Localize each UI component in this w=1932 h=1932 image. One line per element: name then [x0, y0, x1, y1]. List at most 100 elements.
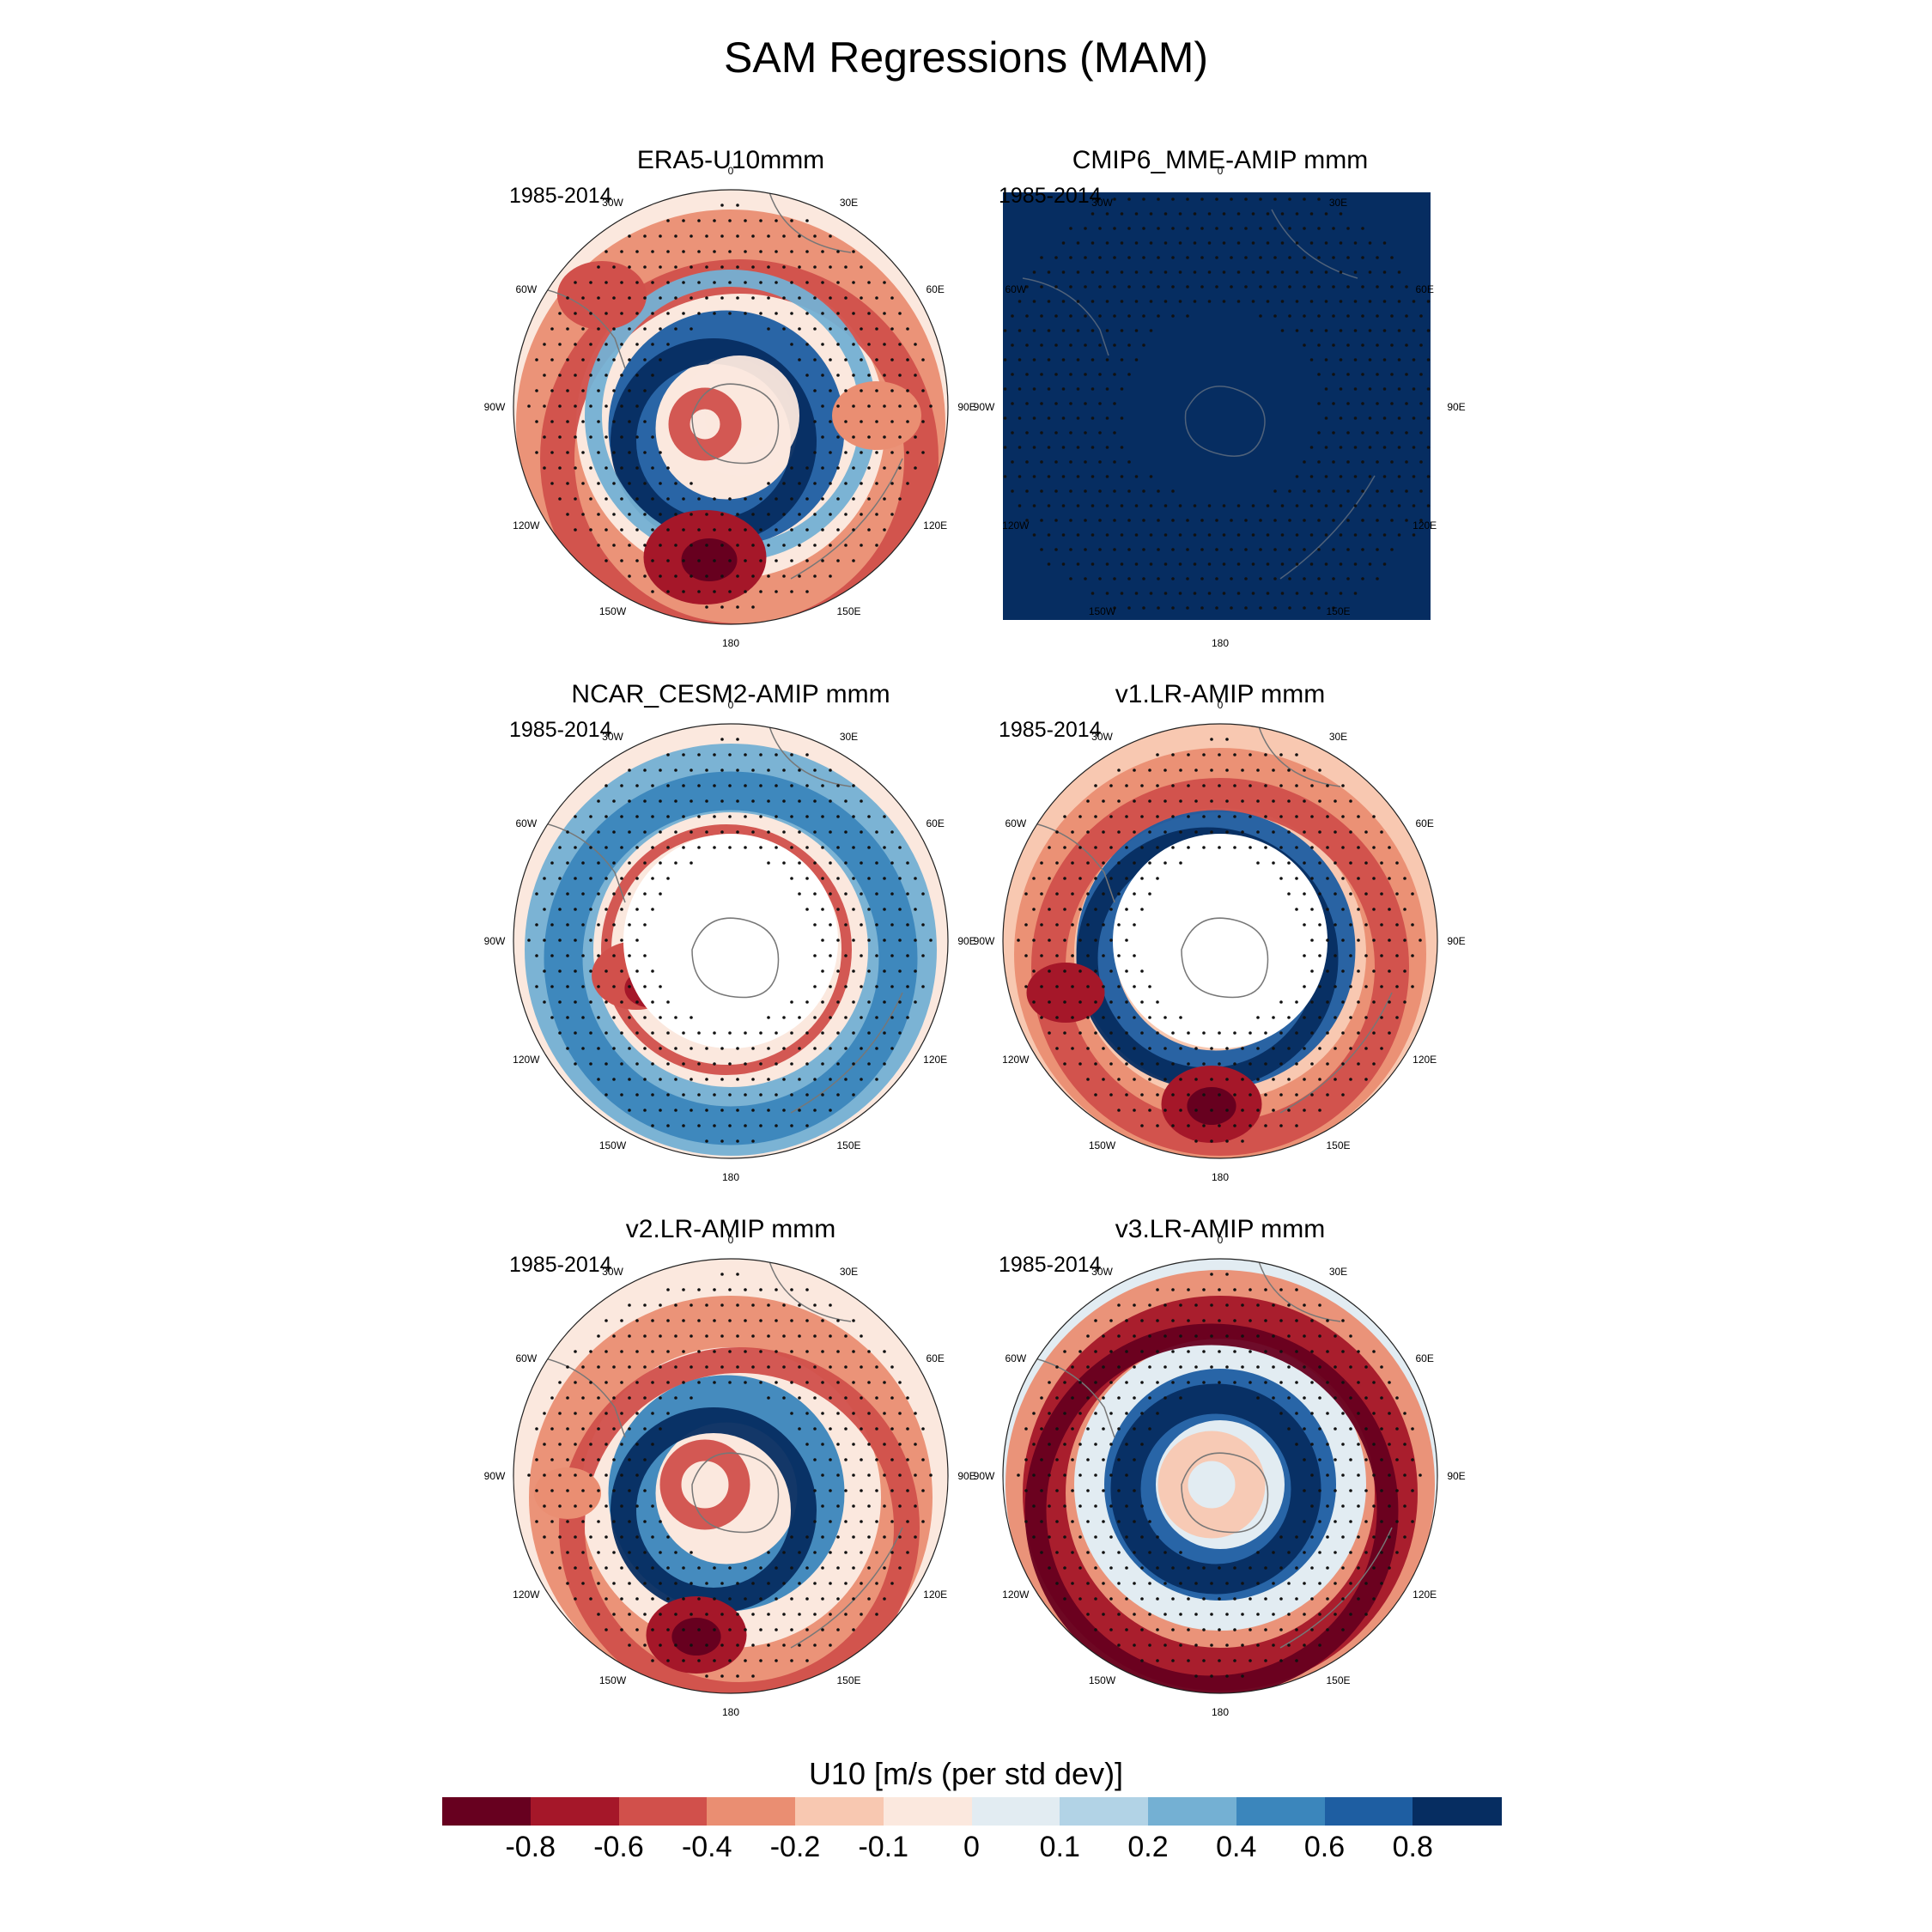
- longitude-label: 30E: [1328, 1265, 1348, 1278]
- colorbar-tick-label: -0.4: [681, 1831, 732, 1863]
- longitude-label: 120W: [513, 1053, 540, 1066]
- longitude-label: 90E: [1447, 935, 1466, 947]
- colorbar-tick-label: 0.1: [1039, 1831, 1080, 1863]
- panel-period: 1985-2014: [999, 1253, 1102, 1277]
- longitude-label: 120E: [1413, 519, 1437, 532]
- longitude-label: 180: [1211, 1171, 1230, 1183]
- panel-title: NCAR_CESM2-AMIP mmm: [571, 680, 890, 708]
- longitude-label: 180: [1211, 637, 1230, 649]
- longitude-label: 120W: [513, 519, 540, 532]
- colorbar-box: [1324, 1797, 1413, 1826]
- colorbar-box: [795, 1797, 884, 1826]
- longitude-label: 120W: [1002, 1053, 1030, 1066]
- colorbar-tick-label: -0.8: [505, 1831, 556, 1863]
- longitude-label: 60E: [926, 817, 945, 829]
- longitude-label: 90W: [483, 401, 506, 413]
- longitude-label: 120E: [923, 1053, 948, 1066]
- colorbar-tick-label: 0.6: [1303, 1831, 1346, 1863]
- colorbar-tick-label: -0.1: [858, 1831, 909, 1863]
- colorbar: [442, 1797, 1502, 1826]
- longitude-label: 150W: [1088, 1139, 1116, 1152]
- longitude-label: 90W: [973, 935, 995, 947]
- longitude-label: 150E: [836, 1674, 861, 1687]
- panel-period: 1985-2014: [999, 184, 1102, 208]
- longitude-label: 180: [721, 1171, 740, 1183]
- longitude-label: 150W: [1088, 605, 1116, 618]
- colorbar-tick-label: 0.4: [1216, 1831, 1257, 1863]
- polar-map-cesm2: [513, 723, 949, 1159]
- longitude-label: 150E: [1326, 605, 1351, 618]
- longitude-label: 120E: [923, 519, 948, 532]
- longitude-label: 0: [1217, 699, 1224, 711]
- longitude-label: 60E: [1415, 817, 1434, 829]
- longitude-label: 150W: [598, 1674, 627, 1687]
- longitude-label: 120E: [923, 1588, 948, 1601]
- colorbar-tick-label: 0.8: [1392, 1831, 1433, 1863]
- panel-title: v3.LR-AMIP mmm: [1115, 1215, 1326, 1243]
- longitude-label: 150W: [598, 605, 627, 618]
- longitude-label: 30W: [602, 1265, 623, 1278]
- colorbar-tick-label: 0.2: [1127, 1831, 1169, 1863]
- map-panel-v3: v3.LR-AMIP mmm 1985-2014 0 30E 60E 90E 120E 150…: [963, 1215, 1478, 1718]
- colorbar-box: [971, 1797, 1060, 1826]
- colorbar-tick-label: 0: [963, 1831, 980, 1863]
- panel-period: 1985-2014: [509, 1253, 612, 1277]
- map-panel-v1: v1.LR-AMIP mmm 1985-2014 0 30E 60E 90E 120E 150…: [963, 680, 1478, 1183]
- longitude-label: 150E: [1326, 1674, 1351, 1687]
- longitude-label: 60W: [515, 817, 538, 829]
- colorbar-box: [1060, 1797, 1149, 1826]
- longitude-label: 180: [721, 1706, 740, 1718]
- longitude-label: 30E: [1328, 730, 1348, 743]
- longitude-label: 90E: [1447, 401, 1466, 413]
- longitude-label: 30W: [602, 196, 623, 209]
- figure-title: SAM Regressions (MAM): [724, 33, 1208, 82]
- panel-title: ERA5-U10mmm: [636, 146, 825, 174]
- colorbar-box: [1236, 1797, 1325, 1826]
- longitude-label: 60W: [1005, 1352, 1027, 1364]
- colorbar-box: [707, 1797, 796, 1826]
- longitude-label: 90E: [957, 1470, 976, 1482]
- longitude-label: 0: [727, 699, 734, 711]
- longitude-label: 120W: [513, 1588, 540, 1601]
- colorbar-tick-label: -0.6: [593, 1831, 644, 1863]
- longitude-label: 120W: [1002, 519, 1030, 532]
- colorbar-title: U10 [m/s (per std dev)]: [808, 1756, 1124, 1791]
- colorbar-box: [1413, 1797, 1502, 1826]
- longitude-label: 90W: [483, 1470, 506, 1482]
- colorbar-box: [442, 1797, 532, 1826]
- panel-period: 1985-2014: [509, 718, 612, 742]
- longitude-label: 120E: [1413, 1053, 1437, 1066]
- longitude-label: 180: [721, 637, 740, 649]
- longitude-label: 30W: [1091, 730, 1113, 743]
- longitude-label: 60E: [1415, 1352, 1434, 1364]
- longitude-label: 0: [1217, 165, 1224, 177]
- panel-title: CMIP6_MME-AMIP mmm: [1072, 146, 1369, 174]
- longitude-label: 90E: [957, 401, 976, 413]
- longitude-label: 30W: [1091, 196, 1113, 209]
- longitude-label: 90W: [973, 401, 995, 413]
- polar-map-v3: [1002, 1258, 1438, 1694]
- longitude-label: 180: [1211, 1706, 1230, 1718]
- longitude-label: 150E: [1326, 1139, 1351, 1152]
- panel-title: v2.LR-AMIP mmm: [625, 1215, 836, 1243]
- colorbar-box: [1148, 1797, 1237, 1826]
- colorbar-box: [883, 1797, 972, 1826]
- longitude-label: 60E: [1415, 283, 1434, 295]
- longitude-label: 90W: [483, 935, 506, 947]
- colorbar-box: [618, 1797, 708, 1826]
- colorbar-tick-label: -0.2: [769, 1831, 821, 1863]
- polar-map-v1: [1002, 723, 1438, 1159]
- longitude-label: 30E: [839, 196, 859, 209]
- longitude-label: 60W: [515, 1352, 538, 1364]
- polar-map-cmip6: [1003, 192, 1431, 620]
- map-panel-cesm2: NCAR_CESM2-AMIP mmm 1985-2014 0 30E 60E 90E 12…: [473, 680, 988, 1183]
- longitude-label: 0: [727, 1234, 734, 1246]
- longitude-label: 30E: [839, 1265, 859, 1278]
- map-panel-cmip6: CMIP6_MME-AMIP mmm 1985-2014 0 30E 60E 90E 120…: [963, 146, 1478, 649]
- colorbar-box: [530, 1797, 619, 1826]
- longitude-label: 30W: [602, 730, 623, 743]
- panel-period: 1985-2014: [999, 718, 1102, 742]
- longitude-label: 60W: [1005, 283, 1027, 295]
- longitude-label: 90W: [973, 1470, 995, 1482]
- longitude-label: 150E: [836, 605, 861, 618]
